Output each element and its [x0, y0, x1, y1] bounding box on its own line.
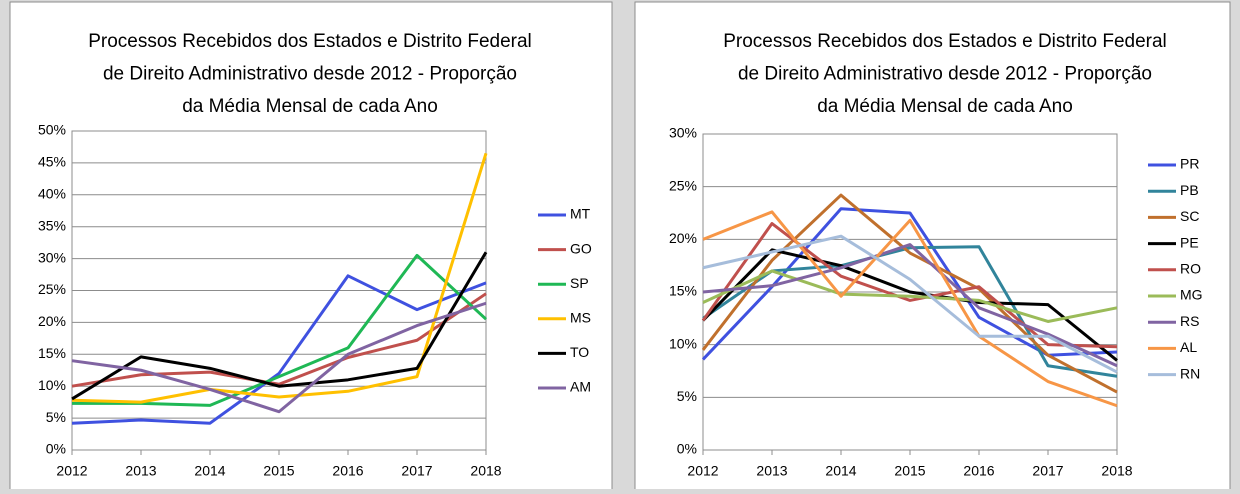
legend-label: GO: [570, 240, 592, 256]
series-line: [701, 248, 1118, 362]
x-tick-label: 2012: [56, 463, 87, 479]
x-tick-label: 2017: [401, 463, 432, 479]
series-line: [71, 152, 488, 404]
x-tick-label: 2017: [1032, 463, 1063, 479]
series-line: [71, 274, 487, 425]
y-tick-label: 30%: [669, 125, 697, 141]
legend-label: RO: [1180, 261, 1201, 277]
chart-title: Processos Recebidos dos Estados e Distri…: [88, 31, 532, 52]
series-line: [702, 234, 1118, 374]
y-tick-label: 25%: [669, 177, 697, 193]
legend-label: PE: [1180, 234, 1199, 250]
legend-label: SP: [570, 275, 589, 291]
y-tick-label: 45%: [38, 154, 66, 170]
x-tick-label: 2018: [1101, 463, 1132, 479]
series-line: [701, 222, 1118, 349]
legend-label: RS: [1180, 313, 1199, 329]
y-tick-label: 0%: [46, 441, 66, 457]
x-tick-label: 2018: [470, 463, 501, 479]
y-tick-label: 20%: [669, 230, 697, 246]
y-tick-label: 15%: [38, 345, 66, 361]
chart-title: da Média Mensal de cada Ano: [817, 96, 1073, 117]
x-tick-label: 2014: [825, 463, 856, 479]
series-line: [702, 243, 1118, 368]
legend-label: MG: [1180, 287, 1203, 303]
x-tick-label: 2016: [963, 463, 994, 479]
legend-label: AM: [570, 379, 591, 395]
legend-label: MT: [570, 206, 591, 222]
series-line: [702, 269, 1118, 323]
y-tick-label: 25%: [38, 281, 66, 297]
chart-title: de Direito Administrativo desde 2012 - P…: [103, 64, 517, 85]
x-tick-label: 2012: [687, 463, 718, 479]
series-line: [701, 193, 1118, 394]
series-line: [71, 292, 487, 388]
y-tick-label: 50%: [38, 122, 66, 138]
legend-label: AL: [1180, 339, 1197, 355]
x-tick-label: 2014: [194, 463, 225, 479]
y-tick-label: 5%: [46, 409, 66, 425]
y-tick-label: 30%: [38, 249, 66, 265]
chart-title: da Média Mensal de cada Ano: [182, 96, 438, 117]
legend-label: SC: [1180, 208, 1199, 224]
y-tick-label: 35%: [38, 217, 66, 233]
x-tick-label: 2013: [756, 463, 787, 479]
y-tick-label: 0%: [677, 441, 697, 457]
chart-title: de Direito Administrativo desde 2012 - P…: [738, 64, 1152, 85]
legend-label: RN: [1180, 365, 1200, 381]
legend-label: MS: [570, 310, 591, 326]
legend-label: PR: [1180, 156, 1199, 172]
x-tick-label: 2015: [263, 463, 294, 479]
series-line: [71, 301, 487, 414]
y-tick-label: 10%: [38, 377, 66, 393]
x-tick-label: 2016: [332, 463, 363, 479]
series-line: [71, 251, 488, 401]
y-tick-label: 15%: [669, 283, 697, 299]
x-tick-label: 2015: [894, 463, 925, 479]
chart-title: Processos Recebidos dos Estados e Distri…: [723, 31, 1167, 52]
chart-panel: [9, 1, 613, 494]
y-tick-label: 40%: [38, 186, 66, 202]
y-tick-label: 5%: [677, 388, 697, 404]
y-tick-label: 20%: [38, 313, 66, 329]
x-tick-label: 2013: [125, 463, 156, 479]
y-tick-label: 10%: [669, 335, 697, 351]
legend-label: TO: [570, 344, 589, 360]
series-line: [702, 210, 1118, 408]
legend-label: PB: [1180, 182, 1199, 198]
